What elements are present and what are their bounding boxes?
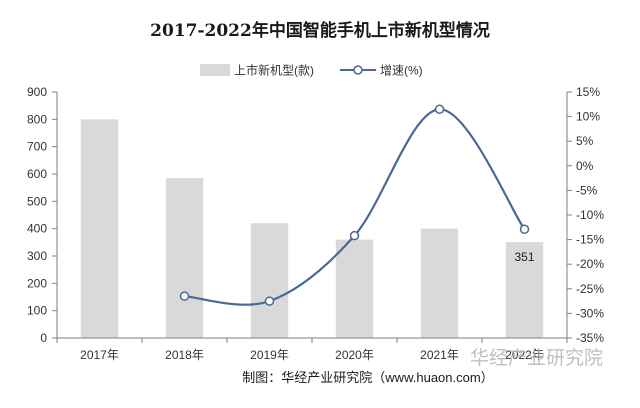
chart-title: 2017-2022年中国智能手机上市新机型情况 xyxy=(150,20,490,41)
bar-3 xyxy=(335,239,374,338)
bar-data-label-0: 351 xyxy=(514,250,534,264)
y-left-tick-label-2: 200 xyxy=(27,276,47,290)
y-right-tick-label-1: -30% xyxy=(576,306,604,320)
x-tick-label-5: 2022年 xyxy=(505,348,544,362)
y-left-tick-label-8: 800 xyxy=(27,112,47,126)
y-left-tick-label-6: 600 xyxy=(27,167,47,181)
legend-label-line: 增速(%) xyxy=(380,64,423,78)
bar-4 xyxy=(420,228,459,338)
x-tick-label-3: 2020年 xyxy=(335,348,374,362)
y-right-tick-label-3: -20% xyxy=(576,257,604,271)
bar-2 xyxy=(250,223,289,338)
growth-point-4 xyxy=(519,224,530,235)
x-tick-label-1: 2018年 xyxy=(165,348,204,362)
y-right-tick-label-7: 0% xyxy=(576,159,594,173)
y-left-tick-label-7: 700 xyxy=(27,140,47,154)
y-right-tick-label-0: -35% xyxy=(576,331,604,345)
x-tick-label-4: 2021年 xyxy=(420,348,459,362)
chart-legend: 上市新机型(款) 增速(%) xyxy=(200,63,423,78)
bar-0 xyxy=(80,119,119,338)
growth-point-2 xyxy=(349,230,360,241)
y-right-tick-label-4: -15% xyxy=(576,233,604,247)
y-right-tick-label-10: 15% xyxy=(576,85,600,99)
y-left-tick-label-0: 0 xyxy=(40,331,47,345)
x-tick-label-2: 2019年 xyxy=(250,348,289,362)
growth-line xyxy=(184,108,526,306)
bar-5 xyxy=(505,242,544,338)
y-left-tick-label-9: 900 xyxy=(27,85,47,99)
y-left-tick-label-5: 500 xyxy=(27,194,47,208)
y-left-tick-label-4: 400 xyxy=(27,222,47,236)
bar-1 xyxy=(165,178,204,338)
plot-area: 0 100 200 300 400 500 600 700 800 900 -35% -30% -25%… xyxy=(27,85,604,362)
y-right-tick-label-2: -25% xyxy=(576,282,604,296)
y-left-tick-label-3: 300 xyxy=(27,249,47,263)
y-right-tick-label-5: -10% xyxy=(576,208,604,222)
y-right-tick-label-6: -5% xyxy=(576,183,598,197)
legend-marker-line xyxy=(353,65,363,75)
x-tick-label-0: 2017年 xyxy=(80,348,119,362)
legend-swatch-bar xyxy=(200,64,230,76)
watermark-text: 华经产业研究院 xyxy=(470,347,603,369)
legend-label-bar: 上市新机型(款) xyxy=(234,63,314,78)
growth-point-0 xyxy=(179,291,190,301)
growth-point-3 xyxy=(434,104,445,114)
source-note: 制图：华经产业研究院（www.huaon.com） xyxy=(242,370,493,385)
y-right-tick-label-9: 10% xyxy=(576,110,600,124)
y-right-tick-label-8: 5% xyxy=(576,134,594,148)
y-left-tick-label-1: 100 xyxy=(27,304,47,318)
growth-point-1 xyxy=(264,296,275,306)
